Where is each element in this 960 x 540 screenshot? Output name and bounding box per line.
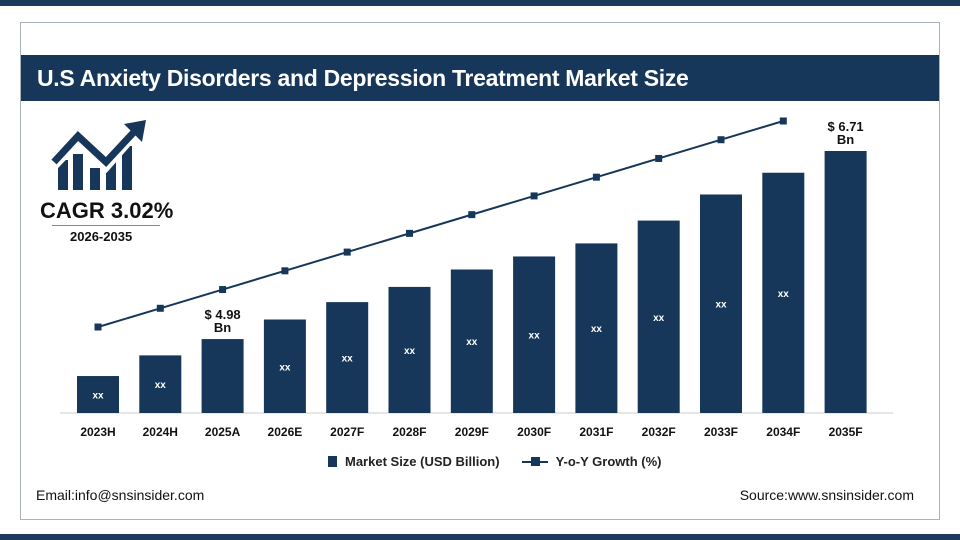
- bottom-stripe: [0, 534, 960, 540]
- bar: [824, 151, 867, 413]
- growth-point: [717, 136, 725, 144]
- bar: [575, 243, 618, 413]
- bar-label: xx: [279, 362, 291, 373]
- bar: [263, 319, 306, 413]
- bar: [700, 194, 742, 413]
- bar-label: xx: [466, 337, 478, 348]
- growth-point: [530, 192, 538, 200]
- bar: [637, 220, 680, 413]
- growth-point: [343, 248, 351, 256]
- bar: [388, 286, 431, 413]
- legend-line-swatch: [521, 456, 548, 466]
- growth-point: [406, 229, 413, 237]
- growth-point: [156, 304, 164, 312]
- footer-source: Source:www.snsinsider.com: [739, 487, 914, 503]
- x-tick-label: 2029F: [455, 425, 489, 439]
- growth-point: [219, 286, 227, 294]
- growth-point: [592, 173, 600, 181]
- bar: [450, 269, 493, 413]
- growth-point: [94, 323, 102, 331]
- legend-bar-swatch: [328, 456, 337, 467]
- x-tick-label: 2025A: [205, 425, 241, 439]
- value-annotation: $ 6.71: [828, 119, 864, 134]
- legend-bar-label: Market Size (USD Billion): [345, 454, 500, 469]
- bar: [762, 172, 805, 413]
- x-tick-label: 2028F: [392, 425, 426, 439]
- bar-label: xx: [92, 391, 104, 402]
- bar-label: xx: [591, 324, 603, 335]
- bar: [77, 376, 119, 413]
- bar: [513, 256, 556, 413]
- legend: Market Size (USD Billion) Y-o-Y Growth (…: [328, 454, 662, 469]
- bar-label: xx: [404, 346, 416, 357]
- page-title: U.S Anxiety Disorders and Depression Tre…: [21, 55, 939, 101]
- growth-point: [281, 267, 289, 275]
- cagr-value: CAGR 3.02%: [40, 198, 174, 223]
- growth-point: [779, 117, 787, 125]
- x-tick-label: 2034F: [766, 425, 800, 439]
- growth-point: [655, 154, 663, 162]
- x-tick-label: 2031F: [579, 425, 613, 439]
- cagr-period: 2026-2035: [70, 229, 133, 244]
- growth-line: [97, 120, 784, 328]
- top-stripe: [0, 0, 960, 6]
- value-annotation-unit: Bn: [837, 132, 854, 147]
- bar-label: xx: [715, 300, 727, 311]
- x-tick-label: 2024H: [143, 425, 178, 439]
- value-annotation: $ 4.98: [205, 307, 241, 322]
- bar: [139, 355, 182, 413]
- growth-chart-icon: [50, 120, 146, 190]
- bar-label: xx: [155, 380, 167, 391]
- footer-email: Email:info@snsinsider.com: [36, 487, 205, 503]
- x-tick-label: 2023H: [80, 425, 115, 439]
- x-tick-label: 2027F: [330, 425, 364, 439]
- legend-line-label: Y-o-Y Growth (%): [555, 454, 662, 469]
- x-tick-label: 2030F: [517, 425, 551, 439]
- value-annotation-unit: Bn: [214, 320, 231, 335]
- x-tick-label: 2033F: [704, 425, 738, 439]
- x-tick-label: 2035F: [829, 425, 863, 439]
- x-tick-label: 2032F: [642, 425, 676, 439]
- bar: [201, 339, 244, 413]
- bar-label: xx: [778, 289, 790, 300]
- bar-label: xx: [529, 331, 541, 342]
- divider: [52, 225, 160, 226]
- x-tick-label: 2026E: [268, 425, 303, 439]
- frame: [20, 22, 940, 520]
- bar: [326, 302, 369, 413]
- growth-point: [468, 211, 476, 219]
- bar-label: xx: [342, 354, 354, 365]
- bar-label: xx: [653, 313, 665, 324]
